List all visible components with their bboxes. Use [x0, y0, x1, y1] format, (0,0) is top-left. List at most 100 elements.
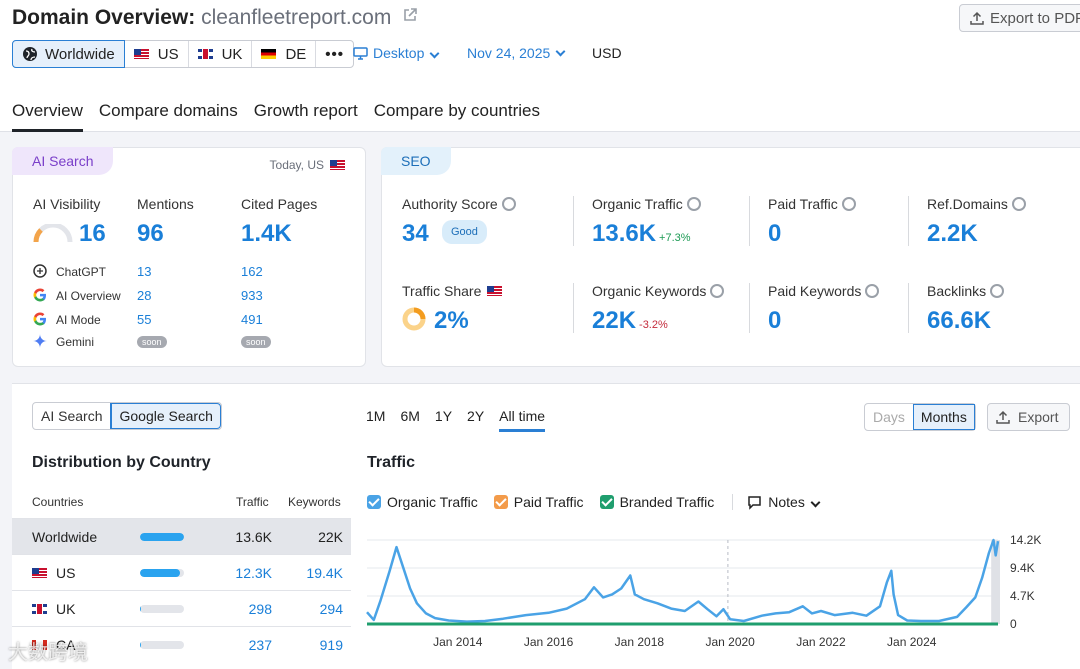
range-2y[interactable]: 2Y	[467, 408, 485, 424]
paid-keywords-value[interactable]: 0	[768, 307, 782, 334]
paid-traffic-value[interactable]: 0	[768, 220, 782, 247]
row-keywords[interactable]: 294	[319, 601, 343, 617]
notes-label: Notes	[768, 494, 805, 510]
date-dropdown[interactable]: Nov 24, 2025	[467, 45, 566, 61]
region-us[interactable]: US	[125, 41, 189, 67]
export-pdf-label: Export to PDF	[990, 10, 1080, 27]
row-keywords[interactable]: 19.4K	[306, 565, 343, 581]
notes-dropdown[interactable]: Notes	[732, 494, 821, 510]
distribution-title: Distribution by Country	[32, 454, 211, 471]
legend-organic[interactable]: Organic Traffic	[367, 494, 478, 510]
traffic-share-fill	[140, 533, 184, 541]
source-ai-mode-cited[interactable]: 491	[241, 312, 263, 327]
y-tick-label: 9.4K	[1010, 561, 1035, 575]
row-keywords[interactable]: 919	[319, 637, 343, 653]
device-dropdown[interactable]: Desktop	[353, 45, 440, 61]
source-ai-mode-mentions[interactable]: 55	[137, 312, 152, 327]
source-chatgpt-mentions[interactable]: 13	[137, 264, 152, 279]
info-icon[interactable]	[841, 197, 856, 211]
cited-pages-label: Cited Pages	[241, 196, 318, 212]
paid-traffic-label: Paid Traffic	[768, 196, 856, 212]
ai-visibility-label: AI Visibility	[33, 196, 101, 212]
source-ai-overview-mentions[interactable]: 28	[137, 288, 152, 303]
watermark: 大数跨境	[8, 642, 88, 664]
info-icon[interactable]	[990, 284, 1005, 298]
ref-domains-text: Ref.Domains	[927, 196, 1008, 212]
google-icon	[33, 312, 46, 326]
legend-paid-label: Paid Traffic	[513, 494, 584, 510]
paid-keywords-label: Paid Keywords	[768, 283, 880, 299]
legend-branded[interactable]: Branded Traffic	[599, 494, 715, 510]
region-worldwide[interactable]: Worldwide	[12, 40, 125, 68]
table-row[interactable]: UK 298 294	[12, 590, 351, 626]
source-ai-overview-cited[interactable]: 933	[241, 288, 263, 303]
domain-link[interactable]: cleanfleetreport.com	[201, 6, 392, 29]
legend-branded-label: Branded Traffic	[619, 494, 715, 510]
toggle-months[interactable]: Months	[912, 404, 975, 430]
chatgpt-icon	[33, 264, 47, 278]
organic-traffic-change: +7.3%	[659, 232, 691, 244]
ref-domains-value[interactable]: 2.2K	[927, 220, 978, 247]
traffic-share-value[interactable]: 2%	[434, 307, 469, 334]
legend-paid[interactable]: Paid Traffic	[493, 494, 584, 510]
chevron-down-icon	[555, 46, 566, 57]
toggle-google-search[interactable]: Google Search	[110, 403, 221, 429]
export-button[interactable]: Export	[987, 403, 1070, 431]
seo-card: SEO Authority Score 34 Good Organic Traf…	[381, 147, 1080, 367]
tab-compare-domains[interactable]: Compare domains	[98, 101, 238, 120]
tab-compare-by-countries[interactable]: Compare by countries	[373, 101, 541, 120]
cited-pages-value[interactable]: 1.4K	[241, 220, 292, 247]
traffic-chart[interactable]: 14.2K 9.4K 4.7K 0 Jan 2014 Jan 2016 Jan 2018 Ja…	[12, 384, 1080, 669]
export-pdf-button[interactable]: Export to PDF	[959, 4, 1080, 32]
x-tick-label: Jan 2022	[796, 635, 846, 649]
traffic-title: Traffic	[367, 454, 416, 471]
organic-traffic-text: Organic Traffic	[592, 196, 683, 212]
table-row[interactable]: CA 237 919	[12, 626, 351, 662]
x-tick-label: Jan 2020	[705, 635, 755, 649]
source-ai-overview-label: AI Overview	[56, 289, 121, 303]
series-line-organic-traffic	[366, 538, 1000, 623]
more-regions-button[interactable]: •••	[325, 45, 345, 63]
tab-overview[interactable]: Overview	[12, 101, 83, 132]
y-tick-label: 0	[1010, 617, 1017, 631]
range-all-time[interactable]: All time	[499, 408, 546, 432]
row-keywords: 22K	[318, 529, 343, 545]
page-title: Domain Overview: cleanfleetreport.com	[12, 6, 417, 30]
organic-keywords-label: Organic Keywords	[592, 283, 725, 299]
external-link-icon[interactable]	[403, 8, 417, 22]
row-traffic[interactable]: 298	[248, 601, 272, 617]
traffic-share-bar	[140, 641, 184, 649]
info-icon[interactable]	[710, 284, 725, 298]
table-row[interactable]: US 12.3K 19.4K	[12, 554, 351, 590]
toggle-days[interactable]: Days	[873, 409, 905, 425]
row-traffic[interactable]: 237	[248, 637, 272, 653]
row-traffic[interactable]: 12.3K	[235, 565, 272, 581]
authority-score-value[interactable]: 34	[402, 220, 429, 247]
organic-traffic-value[interactable]: 13.6K +7.3%	[592, 220, 691, 248]
tab-growth-report[interactable]: Growth report	[253, 101, 358, 120]
backlinks-value[interactable]: 66.6K	[927, 307, 992, 334]
ai-visibility-value[interactable]: 16	[79, 220, 106, 247]
region-de[interactable]: DE	[252, 41, 317, 67]
info-icon[interactable]	[501, 197, 516, 211]
range-1m[interactable]: 1M	[366, 408, 386, 424]
range-6m[interactable]: 6M	[400, 408, 420, 424]
checkbox-checked-icon	[493, 495, 508, 509]
google-icon	[33, 288, 46, 302]
range-1y[interactable]: 1Y	[434, 408, 453, 424]
today-label: Today, US	[270, 158, 345, 172]
region-uk[interactable]: UK	[189, 41, 253, 67]
source-chatgpt-cited[interactable]: 162	[241, 264, 263, 279]
table-row[interactable]: Worldwide 13.6K 22K	[12, 518, 351, 554]
organic-keywords-value[interactable]: 22K -3.2%	[592, 307, 668, 335]
toggle-ai-search[interactable]: AI Search	[41, 408, 103, 424]
visibility-gauge-icon	[33, 224, 73, 243]
source-gemini-soon-badge: soon	[137, 336, 167, 348]
info-icon[interactable]	[686, 197, 701, 211]
info-icon[interactable]	[865, 284, 880, 298]
chevron-down-icon	[429, 48, 440, 58]
info-icon[interactable]	[1011, 197, 1026, 211]
divider	[908, 283, 909, 333]
traffic-share-bar	[140, 569, 184, 577]
mentions-value[interactable]: 96	[137, 220, 164, 247]
